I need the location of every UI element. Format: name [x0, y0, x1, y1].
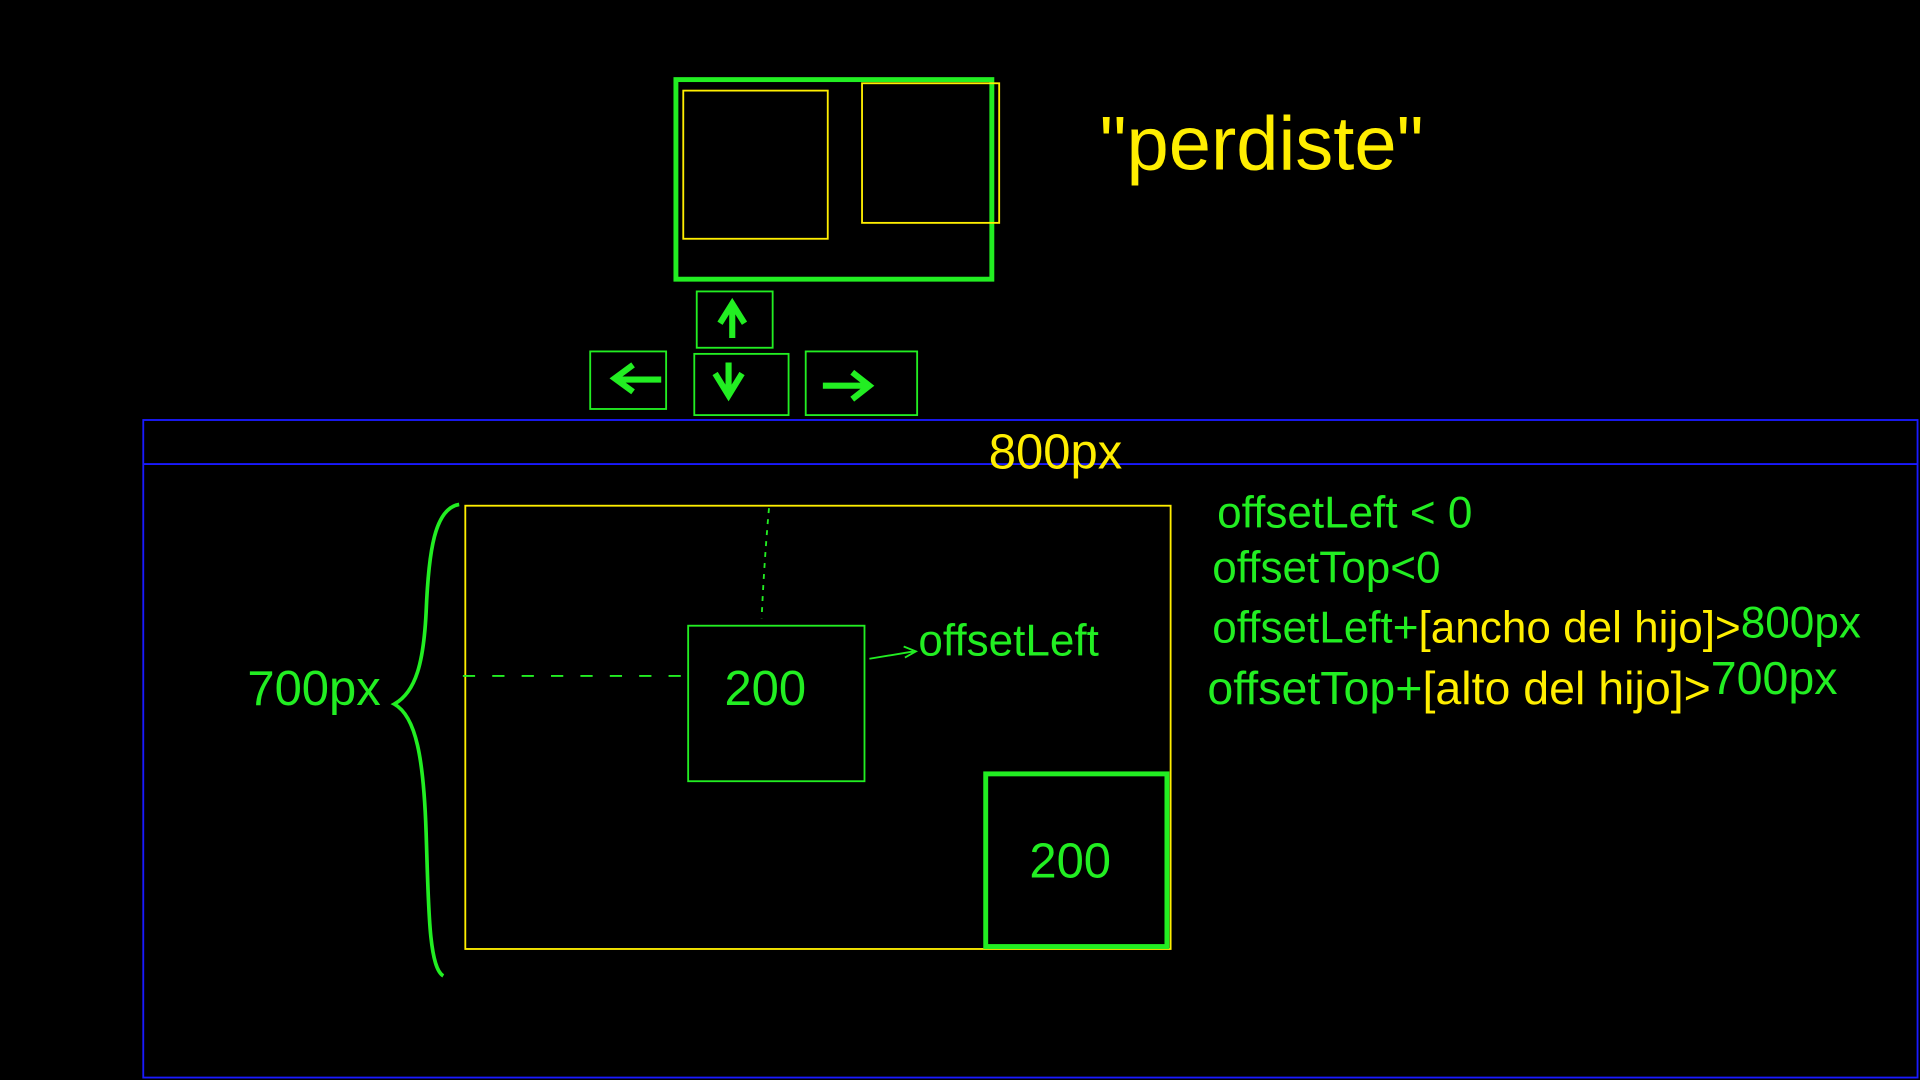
condition: offsetTop+[alto del hijo]>700px	[1207, 652, 1837, 714]
child-box	[983, 771, 1170, 949]
up-button[interactable]	[695, 290, 774, 349]
container	[464, 504, 1172, 950]
box-label: 200	[724, 662, 806, 716]
preview-frame	[673, 77, 995, 282]
width-label: 800px	[989, 425, 1122, 479]
game-area	[142, 419, 1919, 1079]
preview-box	[861, 82, 1001, 224]
brace	[390, 502, 460, 978]
condition-text: 800px	[1741, 598, 1861, 647]
condition-text: offsetLeft < 0	[1217, 488, 1472, 537]
arrow	[869, 645, 919, 660]
lose-message: "perdiste"	[1100, 101, 1424, 186]
condition: offsetLeft+[ancho del hijo]>800px	[1212, 598, 1861, 652]
condition-text: offsetTop+	[1207, 662, 1422, 714]
condition-text: [alto del hijo]>	[1422, 662, 1710, 714]
condition-text: 700px	[1711, 652, 1838, 704]
preview-box	[682, 89, 829, 240]
height-label: 700px	[247, 662, 380, 716]
condition: offsetTop<0	[1212, 543, 1440, 592]
right-button[interactable]	[804, 350, 919, 417]
condition-text: offsetTop<0	[1212, 543, 1440, 592]
down-button[interactable]	[693, 352, 790, 417]
arrow-label: offsetLeft	[918, 617, 1099, 666]
box-label: 200	[1029, 834, 1111, 888]
dashed-guide	[760, 508, 770, 619]
condition-text: [ancho del hijo]>	[1419, 603, 1741, 652]
left-button[interactable]	[589, 350, 668, 410]
condition-text: offsetLeft+	[1212, 603, 1418, 652]
condition: offsetLeft < 0	[1217, 488, 1472, 537]
child-box	[687, 624, 866, 783]
